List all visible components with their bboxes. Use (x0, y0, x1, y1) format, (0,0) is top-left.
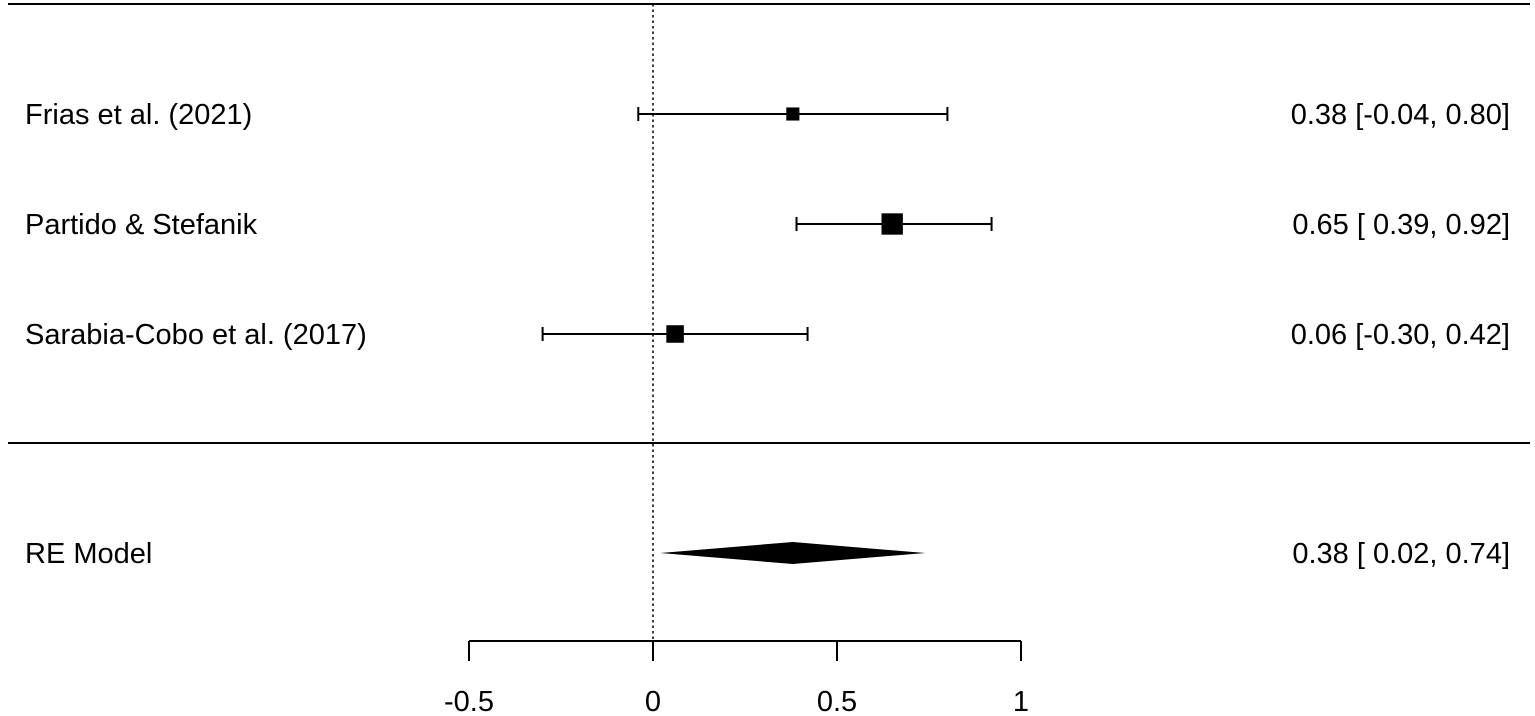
ci-text: 0.65 [ 0.39, 0.92] (1292, 209, 1510, 241)
studies-layer: Frias et al. (2021) 0.38 [-0.04, 0.80] Par… (25, 99, 1510, 351)
summary-label: RE Model (25, 538, 152, 570)
point-estimate (786, 107, 800, 121)
x-tick-label: -0.5 (444, 686, 494, 716)
x-axis: -0.5 0 0.5 1 (444, 640, 1029, 716)
study-label: Sarabia-Cobo et al. (2017) (25, 319, 367, 351)
study-row: Sarabia-Cobo et al. (2017) 0.06 [-0.30, 0… (25, 319, 1510, 351)
summary-diamond (660, 542, 926, 564)
point-estimate (881, 213, 903, 235)
x-tick-label: 0 (645, 686, 661, 716)
ci-text: 0.06 [-0.30, 0.42] (1291, 319, 1510, 351)
point-estimate (666, 325, 684, 343)
summary-ci-text: 0.38 [ 0.02, 0.74] (1292, 538, 1510, 570)
study-row: Partido & Stefanik 0.65 [ 0.39, 0.92] (25, 209, 1510, 241)
x-tick-label: 0.5 (817, 686, 857, 716)
ci-text: 0.38 [-0.04, 0.80] (1291, 99, 1510, 131)
study-label: Partido & Stefanik (25, 209, 258, 241)
study-label: Frias et al. (2021) (25, 99, 252, 131)
summary-layer: RE Model 0.38 [ 0.02, 0.74] (25, 538, 1510, 570)
study-row: Frias et al. (2021) 0.38 [-0.04, 0.80] (25, 99, 1510, 131)
x-tick-label: 1 (1013, 686, 1029, 716)
